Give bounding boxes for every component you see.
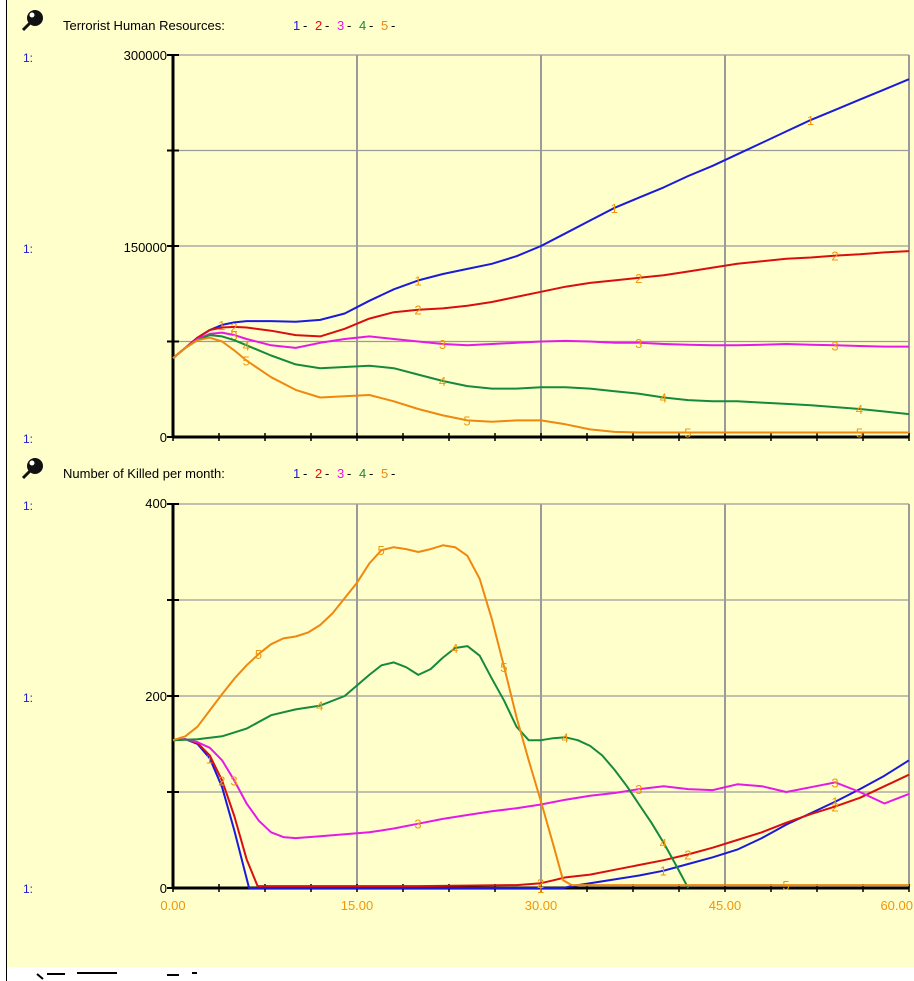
series-4-marker: 4	[660, 391, 667, 406]
series-5-marker: 5	[378, 543, 385, 558]
x-tick-label: 15.00	[341, 898, 374, 913]
panel1-scale-mid: 1:	[23, 242, 33, 256]
series-2-line	[172, 250, 910, 359]
toolbar-fragment	[7, 967, 914, 981]
series-2-marker: 2	[537, 876, 544, 891]
series-2-marker: 2	[230, 320, 237, 335]
legend-entry-2: 2	[315, 18, 322, 33]
series-1-marker: 1	[831, 795, 838, 810]
pin-icon[interactable]	[21, 458, 43, 480]
panel2-ytick-top: 400	[145, 496, 167, 511]
series-1-marker: 1	[807, 113, 814, 128]
series-5-marker: 5	[856, 426, 863, 441]
series-2-marker: 2	[635, 271, 642, 286]
panel2-scale-mid: 1:	[23, 691, 33, 705]
series-1-marker: 1	[537, 881, 544, 896]
legend-separator: -	[303, 466, 307, 481]
series-5-marker: 5	[782, 878, 789, 893]
series-3-marker: 3	[439, 337, 446, 352]
panel1-scale-top: 1:	[23, 51, 33, 65]
legend-entry-5: 5	[381, 466, 388, 481]
panel1-title: Terrorist Human Resources:	[63, 18, 225, 33]
series-5-marker: 5	[500, 660, 507, 675]
series-4-marker: 4	[660, 836, 667, 851]
series-1-marker: 1	[660, 864, 667, 879]
series-3-marker: 3	[230, 773, 237, 788]
series-5-marker: 5	[463, 413, 470, 428]
x-tick-label: 45.00	[709, 898, 742, 913]
series-5-marker: 5	[255, 647, 262, 662]
legend-entry-1: 1	[293, 18, 300, 33]
panel2-xticks: 0.00 15.00 30.00 45.00 60.00	[160, 898, 913, 913]
series-5-marker: 5	[684, 426, 691, 441]
series-4-marker: 4	[562, 730, 569, 745]
series-3-marker: 3	[414, 817, 421, 832]
series-2-marker: 2	[831, 249, 838, 264]
panel2-legend: 1-2-3-4-5-	[293, 466, 395, 481]
graph-pad: Terrorist Human Resources: 1-2-3-4-5- 1:…	[6, 0, 914, 981]
series-3-line	[172, 331, 909, 359]
series-4-marker: 4	[243, 338, 250, 353]
legend-separator: -	[325, 18, 329, 33]
legend-separator: -	[369, 18, 373, 33]
series-4-line	[172, 334, 910, 416]
panel1-legend: 1-2-3-4-5-	[293, 18, 395, 33]
panel2-ytick-bottom: 0	[160, 881, 167, 896]
legend-entry-5: 5	[381, 18, 388, 33]
series-4-marker: 4	[856, 402, 863, 417]
panel2-ytick-mid: 200	[145, 689, 167, 704]
pin-icon[interactable]	[21, 10, 43, 32]
series-1-line	[172, 78, 910, 359]
series-2-marker: 2	[831, 799, 838, 814]
x-tick-label: 0.00	[160, 898, 185, 913]
series-4-marker: 4	[439, 374, 446, 389]
series-5-line	[172, 544, 909, 887]
x-tick-label: 30.00	[525, 898, 558, 913]
legend-entry-3: 3	[337, 18, 344, 33]
series-2-line	[172, 738, 910, 888]
legend-separator: -	[347, 466, 351, 481]
panel2-scale-bottom: 1:	[23, 882, 33, 896]
series-4-marker: 4	[316, 699, 323, 714]
legend-separator: -	[303, 18, 307, 33]
series-3-line	[172, 738, 910, 840]
series-2-marker: 2	[414, 303, 421, 318]
panel1-scale-bottom: 1:	[23, 432, 33, 446]
legend-separator: -	[391, 18, 395, 33]
legend-separator: -	[347, 18, 351, 33]
panel1-ytick-bottom: 0	[160, 430, 167, 445]
panel1-ytick-mid: 150000	[124, 240, 167, 255]
legend-entry-4: 4	[359, 18, 366, 33]
legend-entry-3: 3	[337, 466, 344, 481]
series-3-marker: 3	[831, 338, 838, 353]
panel1-ytick-top: 300000	[124, 48, 167, 63]
series-2-marker: 2	[684, 847, 691, 862]
series-1-marker: 1	[218, 318, 225, 333]
series-4-marker: 4	[451, 641, 458, 656]
series-1-marker: 1	[611, 201, 618, 216]
series-4-line	[172, 645, 690, 889]
legend-entry-2: 2	[315, 466, 322, 481]
x-tick-label: 60.00	[880, 898, 913, 913]
series-1-marker: 1	[414, 273, 421, 288]
chart-canvas: Terrorist Human Resources: 1-2-3-4-5- 1:…	[7, 10, 914, 981]
series-3-marker: 3	[635, 782, 642, 797]
panel2-title: Number of Killed per month:	[63, 466, 225, 481]
series-3-marker: 3	[831, 775, 838, 790]
legend-separator: -	[391, 466, 395, 481]
legend-entry-4: 4	[359, 466, 366, 481]
series-5-line	[172, 336, 909, 434]
series-5-marker: 5	[243, 354, 250, 369]
legend-entry-1: 1	[293, 466, 300, 481]
series-3-marker: 3	[230, 328, 237, 343]
series-1-marker: 1	[206, 751, 213, 766]
panel2-scale-top: 1:	[23, 499, 33, 513]
legend-separator: -	[369, 466, 373, 481]
legend-separator: -	[325, 466, 329, 481]
series-3-marker: 3	[635, 336, 642, 351]
series-2-marker: 2	[218, 773, 225, 788]
